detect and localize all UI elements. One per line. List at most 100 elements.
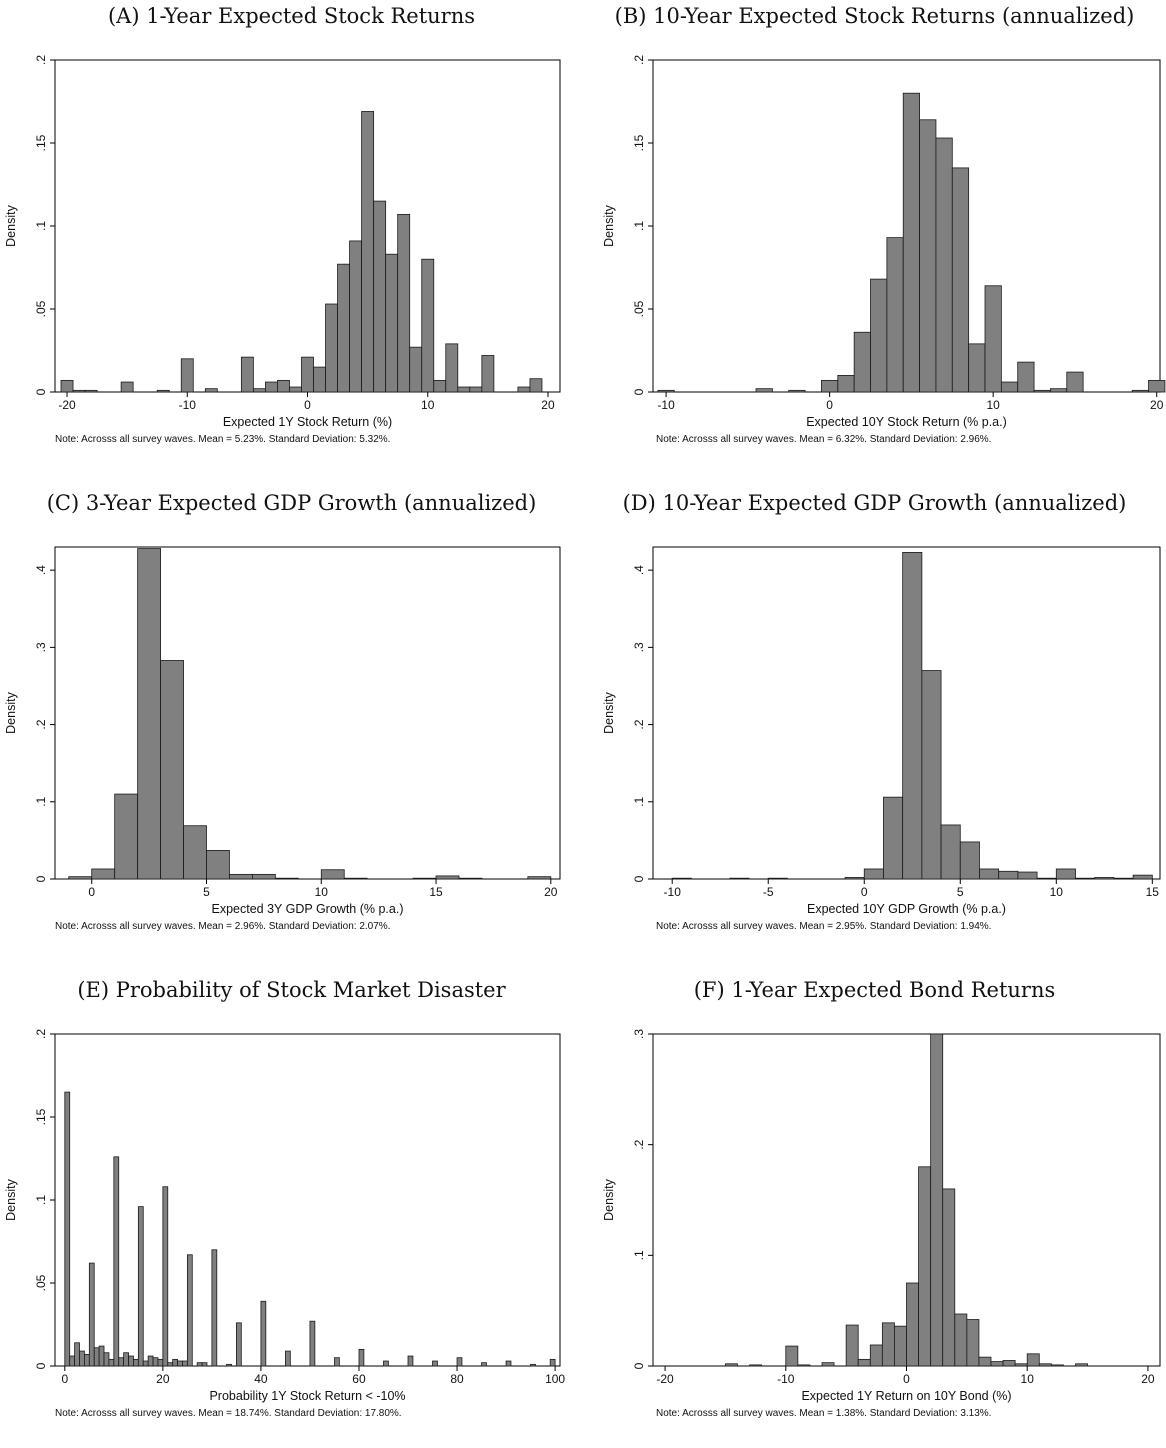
y-tick-label: .3 [34,642,48,652]
histogram: -20 -10 0 10 20 0 .05 .1 .15 .2 Expected 1Y Stock … [4,55,561,429]
y-tick-label: .15 [34,1108,48,1125]
histogram-bar [1000,381,1019,393]
histogram-bar [74,1342,80,1367]
histogram-bar [118,1357,125,1367]
x-tick-label: 10 [421,398,435,412]
histogram-bar [128,1355,134,1367]
histogram-bar [671,877,692,880]
y-tick-label: .15 [34,134,48,151]
histogram: -10 0 10 20 0 .05 .1 .15 .2 Expected 10Y Stock Re… [602,55,1166,429]
histogram-bar [984,285,1002,393]
y-tick-label: 0 [34,388,48,395]
histogram-bar [349,240,363,393]
histogram-bar [435,875,460,880]
y-tick-label: .05 [34,1274,48,1291]
histogram-bar [457,386,471,393]
x-axis-label: Expected 10Y Stock Return (% p.a.) [806,415,1007,429]
histogram-bar [902,92,920,393]
histogram-bar [60,379,74,393]
histogram-bar [186,1254,193,1367]
histogram-bar [445,343,459,393]
histogram-bar [527,876,552,880]
x-tick-label: -10 [777,1372,795,1386]
histogram-bar [182,1360,188,1367]
histogram-bar [325,303,338,393]
histogram-bar [137,1206,144,1367]
x-tick-label: -10 [657,398,675,412]
histogram-bar [549,1358,556,1367]
histogram-bar [935,137,953,393]
histogram-bar [156,389,170,393]
histogram-bar [383,1360,389,1367]
x-tick-label: 15 [429,885,443,899]
histogram-bar [1002,1360,1016,1367]
histogram-bar [142,1360,149,1367]
y-tick-label: 0 [632,388,646,395]
x-axis-label: Probability 1Y Stock Return < -10% [209,1389,405,1403]
histogram-bar [921,670,942,880]
histogram-bar [240,356,254,393]
y-tick-label: .4 [632,565,646,575]
histogram-bar [837,374,855,393]
histogram-bar [412,877,437,880]
y-tick-label: .3 [632,1029,646,1039]
y-tick-label: .2 [632,1139,646,1149]
histogram-bar [1050,388,1068,393]
histogram-bar [334,1357,340,1367]
y-axis-label: Density [4,1178,18,1220]
x-tick-label: 20 [156,1372,170,1386]
y-tick-label: 0 [34,1362,48,1369]
chart-panel-b: (B) 10-Year Expected Stock Returns (annu… [583,0,1166,474]
histogram-bar [942,1188,956,1367]
histogram-bar [113,1156,120,1367]
histogram-bar [120,381,134,393]
y-tick-label: 0 [34,875,48,882]
histogram-bar [870,278,888,393]
panel-note: Note: Acrosss all survey waves. Mean = 5… [55,434,391,445]
histogram-bar [1075,1363,1088,1367]
histogram-bar [206,850,230,880]
panel-title: (F) 1-Year Expected Bond Returns [693,978,1056,1002]
x-tick-label: 0 [61,1372,68,1386]
histogram-bar [320,869,345,880]
y-axis-label: Density [4,204,18,246]
x-tick-label: 5 [203,885,210,899]
histogram-bar [959,841,980,880]
chart-panel-c: (C) 3-Year Expected GDP Growth (annualiz… [0,487,583,961]
x-tick-label: 20 [1141,1372,1155,1386]
histogram-bar [940,824,961,880]
x-tick-label: -20 [656,1372,674,1386]
y-tick-label: 0 [632,875,646,882]
histogram-bar [1017,871,1038,880]
histogram-bar [469,386,483,393]
histogram-bar [998,870,1019,880]
histogram-bar [93,1347,100,1367]
histogram-bar [397,213,411,393]
chart-panel-d: (D) 10-Year Expected GDP Growth (annuali… [583,487,1166,961]
x-tick-label: -10 [179,398,197,412]
y-tick-label: 0 [632,1362,646,1369]
histogram-bar [1113,877,1134,880]
x-tick-label: 0 [861,885,868,899]
histogram-bar [152,1357,159,1367]
histogram-bar [196,1362,203,1367]
y-tick-label: .1 [632,1250,646,1260]
histogram-bar [211,1249,218,1367]
y-tick-label: .05 [632,300,646,317]
histogram-bar [226,1363,232,1367]
histogram-bar [505,1360,512,1367]
histogram-bar [968,343,986,393]
x-tick-label: -10 [664,885,682,899]
x-tick-label: 15 [1146,885,1160,899]
y-tick-label: .1 [34,796,48,806]
histogram-bar [1055,868,1076,880]
histogram-bar [1050,1364,1064,1367]
histogram-bar [361,111,375,393]
histogram-bar [69,1355,76,1367]
histogram-bar [68,876,93,880]
histogram-bar [114,793,139,880]
histogram-bar [657,389,675,393]
histogram-bar [432,1360,438,1367]
histogram: -10 -5 0 5 10 15 0 .1 .2 .3 .4 Expected 10Y GDP Gro… [602,546,1161,916]
histogram-bar [869,1344,883,1367]
